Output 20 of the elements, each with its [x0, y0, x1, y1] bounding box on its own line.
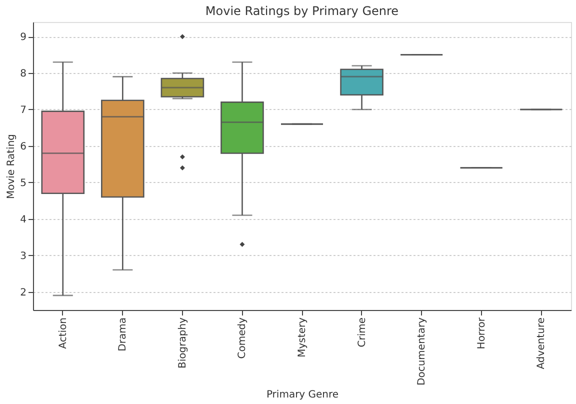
y-tick-label: 4	[20, 214, 26, 226]
y-tick-label: 8	[20, 68, 26, 80]
x-tick-label: Action	[58, 318, 69, 349]
x-axis-title: Primary Genre	[266, 389, 339, 400]
x-tick-label: Drama	[118, 318, 129, 352]
x-tick-label: Crime	[356, 318, 368, 348]
y-tick-label: 7	[20, 104, 26, 116]
y-tick-label: 3	[20, 250, 26, 262]
x-tick-label: Adventure	[536, 318, 548, 370]
y-axis-title: Movie Rating	[6, 134, 18, 200]
y-tick-label: 6	[20, 141, 26, 152]
x-tick-label: Horror	[476, 316, 488, 350]
x-tick-label: Documentary	[416, 317, 428, 386]
x-tick-label: Mystery	[297, 317, 308, 358]
chart-title: Movie Ratings by Primary Genre	[205, 4, 399, 18]
y-tick-label: 2	[20, 287, 26, 298]
x-tick-label: Comedy	[237, 317, 248, 359]
y-tick-label: 5	[20, 178, 26, 189]
x-tick-label: Biography	[177, 317, 188, 368]
y-tick-label: 9	[20, 32, 26, 44]
